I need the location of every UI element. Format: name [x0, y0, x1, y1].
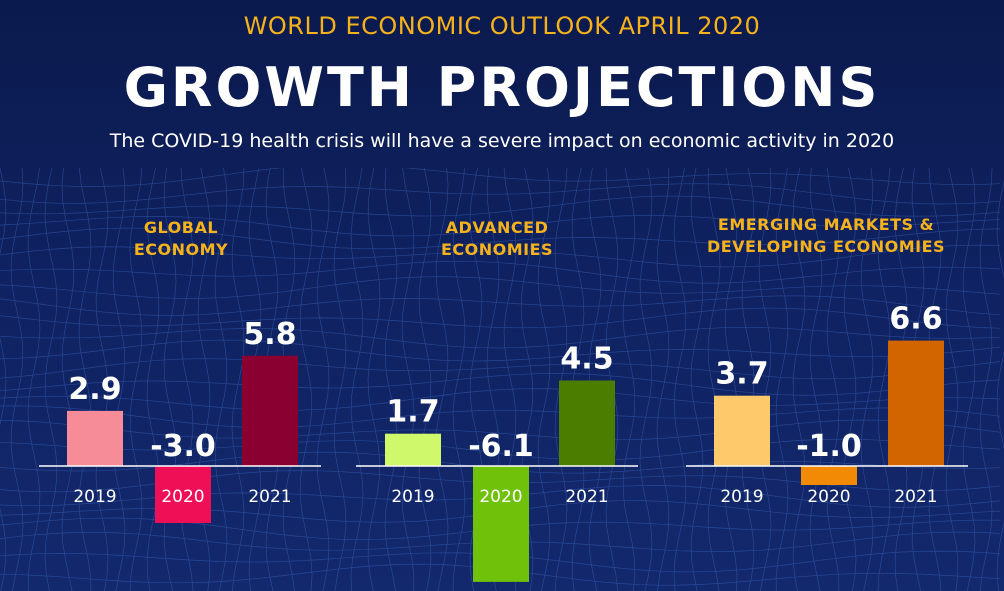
panel-title: ADVANCED — [446, 218, 549, 237]
bar-2020 — [473, 466, 529, 582]
data-label: 6.6 — [889, 302, 942, 337]
panel-title: ECONOMY — [134, 240, 228, 259]
x-tick-label: 2021 — [894, 487, 937, 507]
panel-title: EMERGING MARKETS & — [718, 215, 934, 234]
x-tick-label: 2020 — [161, 487, 204, 507]
page-subtitle: The COVID-19 health crisis will have a s… — [109, 130, 895, 152]
panel-title: DEVELOPING ECONOMIES — [707, 237, 945, 256]
data-label: 5.8 — [243, 317, 296, 352]
data-label: 4.5 — [560, 342, 613, 377]
data-label: 1.7 — [386, 395, 439, 430]
x-tick-label: 2019 — [391, 487, 434, 507]
panel-title: GLOBAL — [144, 218, 218, 237]
x-tick-label: 2021 — [248, 487, 291, 507]
x-tick-label: 2019 — [73, 487, 116, 507]
bar-2020 — [801, 466, 857, 485]
chart-panel: EMERGING MARKETS & DEVELOPING ECONOMIES 3.… — [686, 215, 968, 507]
data-label: -3.0 — [150, 429, 216, 464]
panel-title: ECONOMIES — [441, 240, 553, 259]
data-label: 3.7 — [715, 357, 768, 392]
chart-panel: ADVANCED ECONOMIES 1.7 2019 -6.1 2020 4.5 2021 — [356, 218, 638, 582]
bar-2020 — [155, 466, 211, 523]
report-kicker: WORLD ECONOMIC OUTLOOK APRIL 2020 — [243, 12, 761, 40]
x-tick-label: 2020 — [807, 487, 850, 507]
data-label: -6.1 — [468, 429, 534, 464]
data-label: -1.0 — [796, 429, 862, 464]
x-tick-label: 2020 — [479, 487, 522, 507]
page-title: GROWTH PROJECTIONS — [123, 56, 881, 119]
bar-2019 — [67, 410, 123, 466]
chart-panel: GLOBAL ECONOMY 2.9 2019 -3.0 2020 5.8 2021 — [39, 218, 321, 523]
x-tick-label: 2019 — [720, 487, 763, 507]
data-label: 2.9 — [68, 372, 121, 407]
bar-2019 — [714, 395, 770, 466]
bar-2021 — [888, 340, 944, 466]
bar-2019 — [385, 433, 441, 466]
bar-2021 — [242, 355, 298, 466]
bar-2021 — [559, 380, 615, 466]
x-tick-label: 2021 — [565, 487, 608, 507]
